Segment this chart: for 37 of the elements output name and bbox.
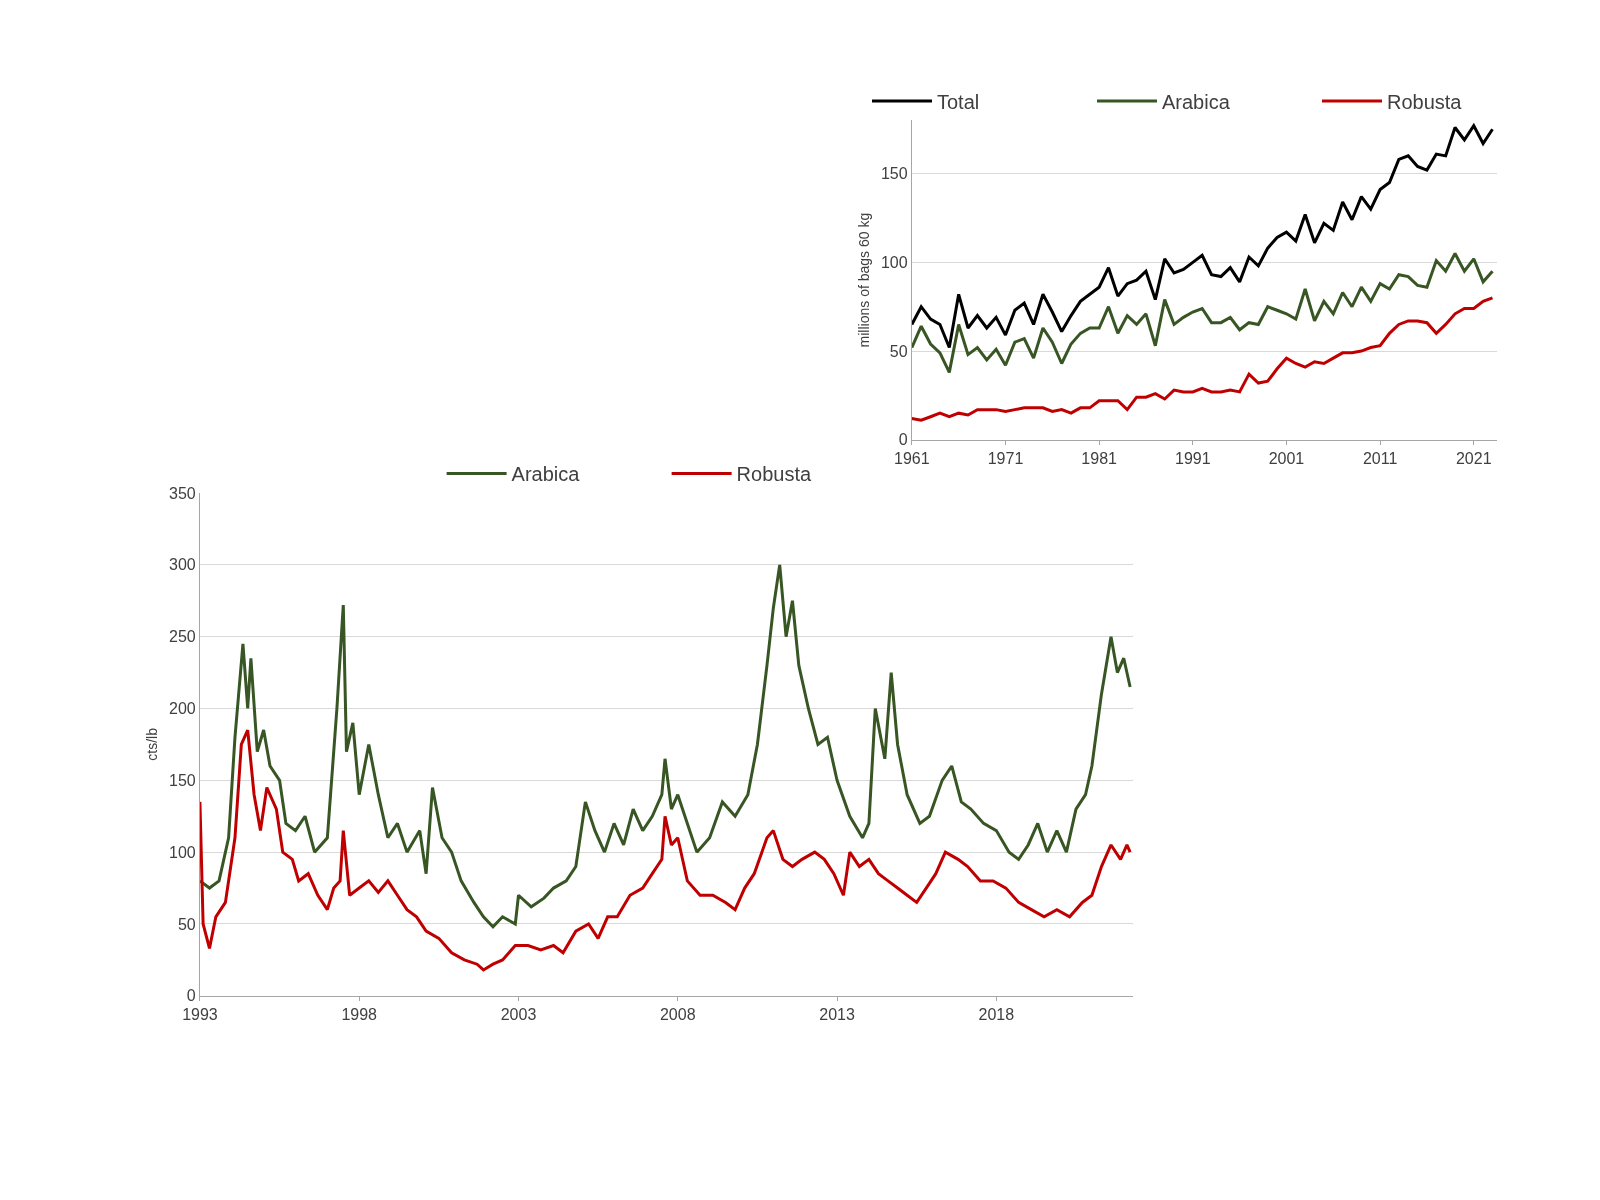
legend-label: Arabica: [511, 463, 581, 486]
y-tick-label: 0: [186, 987, 196, 1005]
y-tick-label: 50: [889, 342, 908, 360]
legend-label: Robusta: [1387, 90, 1463, 113]
x-tick-label: 2021: [1455, 449, 1492, 467]
x-tick-label: 2003: [500, 1006, 537, 1024]
y-tick-label: 50: [177, 915, 196, 933]
x-tick-label: 2013: [819, 1006, 855, 1024]
x-tick-label: 1991: [1174, 449, 1211, 467]
x-tick-label: 1998: [341, 1006, 378, 1024]
line-series: [911, 296, 1494, 422]
x-tick-label: 1993: [182, 1006, 218, 1024]
y-tick-label: 200: [169, 700, 196, 718]
x-tick-label: 1971: [987, 449, 1024, 467]
y-tick-label: 150: [169, 771, 196, 789]
legend-label: Arabica: [1162, 90, 1231, 113]
y-axis-title: cts/lb: [143, 727, 160, 761]
legend-label: Robusta: [736, 463, 812, 486]
y-tick-label: 100: [880, 253, 908, 271]
line-series: [911, 124, 1494, 350]
x-tick-label: 1981: [1081, 449, 1118, 467]
y-tick-label: 100: [169, 843, 196, 861]
line-series: [199, 563, 1132, 929]
y-tick-label: 350: [169, 484, 196, 502]
x-tick-label: 2018: [978, 1006, 1015, 1024]
line-series: [199, 728, 1132, 972]
y-axis-title: millions of bags 60 kg: [855, 212, 872, 348]
x-tick-label: 2008: [659, 1006, 696, 1024]
legend-label: Total: [937, 90, 980, 113]
y-tick-label: 300: [169, 556, 196, 574]
x-tick-label: 1961: [894, 449, 930, 467]
y-tick-label: 250: [169, 628, 196, 646]
y-tick-label: 150: [880, 165, 908, 183]
x-tick-label: 2011: [1362, 449, 1398, 467]
y-tick-label: 0: [898, 431, 908, 449]
line-series: [911, 251, 1494, 374]
x-tick-label: 2001: [1268, 449, 1305, 467]
